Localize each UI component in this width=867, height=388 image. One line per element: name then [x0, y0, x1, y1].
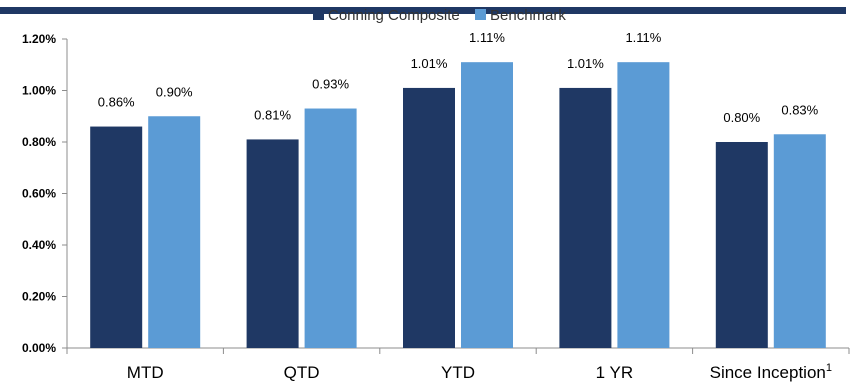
bar-benchmark	[773, 134, 826, 348]
data-label: 0.81%	[254, 107, 291, 122]
footnote-marker: 1	[826, 362, 832, 374]
x-axis: MTD QTD YTD 1 YR Since Inception1	[66, 347, 850, 382]
legend: Conning Composite Benchmark	[313, 7, 566, 24]
y-tick-label: 1.20%	[22, 32, 56, 46]
bar-benchmark	[461, 62, 513, 349]
bar-benchmark	[617, 62, 670, 349]
x-tick-label: MTD	[127, 363, 164, 382]
y-tick-label: 0.00%	[22, 341, 56, 355]
data-label: 1.01%	[567, 56, 604, 71]
bar-benchmark	[148, 116, 201, 348]
bar-composite	[246, 139, 299, 348]
y-tick-label: 0.60%	[22, 187, 56, 201]
bar-composite	[403, 87, 455, 349]
data-label: 0.80%	[723, 110, 760, 125]
data-label: 1.11%	[469, 30, 505, 45]
bars	[90, 62, 826, 349]
data-label: 0.90%	[156, 84, 193, 99]
y-tick-label: 1.00%	[22, 84, 56, 98]
bar-composite	[715, 142, 768, 348]
data-labels: 0.86% 0.90% 0.81% 0.93% 1.01% 1.11% 1.01% 1.11%…	[98, 30, 819, 125]
legend-swatch	[313, 9, 324, 20]
legend-swatch	[475, 9, 486, 20]
bar-composite	[559, 87, 612, 349]
y-tick-label: 0.40%	[22, 238, 56, 252]
y-tick-label: 0.80%	[22, 135, 56, 149]
y-axis: 0.00% 0.20% 0.40% 0.60% 0.80% 1.00% 1.20%	[22, 32, 68, 355]
header-rule	[0, 7, 846, 14]
data-label: 1.11%	[625, 30, 661, 45]
data-label: 0.93%	[312, 77, 349, 92]
data-label: 0.86%	[98, 95, 135, 110]
y-tick-label: 0.20%	[22, 290, 56, 304]
data-label: 0.83%	[781, 102, 818, 117]
bar-composite	[90, 126, 143, 348]
x-tick-label: 1 YR	[596, 363, 634, 382]
x-tick-label: Since Inception1	[710, 362, 832, 382]
data-label: 1.01%	[411, 56, 448, 71]
bar-benchmark	[304, 108, 357, 349]
x-tick-label: YTD	[441, 363, 475, 382]
legend-label: Benchmark	[490, 7, 566, 24]
legend-label: Conning Composite	[328, 7, 460, 24]
x-tick-label: QTD	[284, 363, 320, 382]
